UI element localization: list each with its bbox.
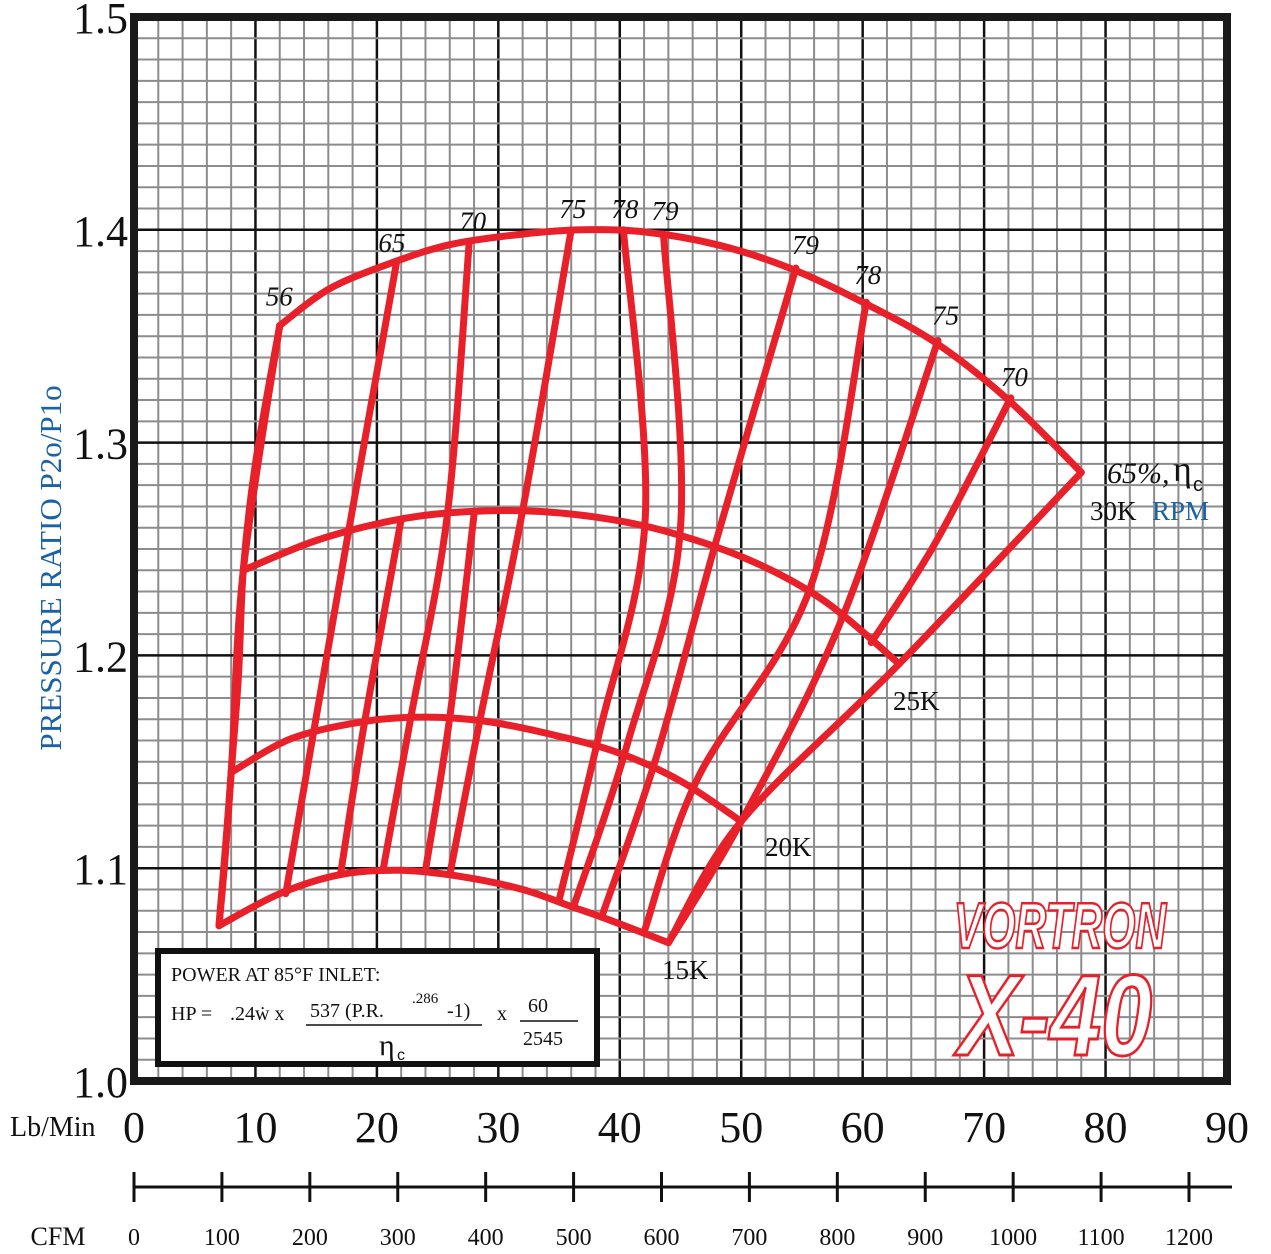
formula-exponent: .286 [412, 991, 439, 1007]
power-box-heading: POWER AT 85°F INLET: [171, 964, 380, 986]
surge-line [215, 322, 284, 930]
x-tick-label: 70 [962, 1103, 1006, 1152]
cfm-tick-label: 1200 [1165, 1225, 1213, 1251]
peak-efficiency-annotation: 65%, η c [1107, 449, 1203, 496]
x-tick-label: 60 [841, 1103, 885, 1152]
x-tick-label: 50 [719, 1103, 763, 1152]
x-tick-label: 80 [1084, 1103, 1128, 1152]
speed-label-15k: 15K [662, 955, 709, 985]
efficiency-line-5 [446, 226, 575, 879]
cfm-tick-label: 500 [556, 1225, 592, 1251]
efficiency-line-7 [570, 230, 686, 910]
y-tick-label: 1.4 [73, 207, 128, 256]
cfm-tick-label: 600 [644, 1225, 680, 1251]
vortron-x40-logo: VORTRON X-40 [952, 888, 1168, 1082]
efficiency-line-3 [379, 239, 473, 874]
x-tick-label: 0 [123, 1103, 145, 1152]
speed-line-15k [215, 866, 672, 947]
y-tick-label: 1.2 [73, 632, 128, 681]
efficiency-label-75: 75 [559, 194, 586, 224]
formula-lhs: HP = [171, 1003, 212, 1025]
speed-line-30k-rpm [276, 226, 1085, 476]
formula-term-mass-flow: .24ẇ x [230, 1003, 284, 1025]
efficiency-label-78: 78 [854, 260, 882, 290]
eta-symbol: η [1173, 449, 1192, 489]
efficiency-label-70: 70 [1001, 362, 1028, 392]
formula-frac-numerator: 60 [528, 995, 548, 1017]
efficiency-line-9 [640, 298, 870, 936]
efficiency-label-78: 78 [611, 194, 639, 224]
efficiency-label-79: 79 [792, 230, 820, 260]
chart-axes: 1.01.11.21.31.41.50 10 20 30 40 50 60 70 80 900 10… [73, 0, 1249, 1251]
y-tick-label: 1.5 [73, 0, 128, 43]
cfm-tick-label: 400 [468, 1225, 504, 1251]
cfm-tick-label: 0 [128, 1225, 140, 1251]
speed-label-20k: 20K [765, 832, 812, 862]
cfm-tick-label: 200 [292, 1225, 328, 1251]
speed-line-25k [239, 506, 903, 668]
formula-times: x [497, 1003, 507, 1025]
speed-unit-rpm: RPM [1152, 496, 1209, 526]
x-axis-label-cfm: CFM [31, 1222, 86, 1251]
chart-labels: 56 65 70 75 78 79 79 78 75 70 [266, 194, 1029, 392]
plot-grid [134, 17, 1227, 1081]
power-box-frame [155, 948, 600, 1067]
cfm-tick-label: 1000 [989, 1225, 1037, 1251]
x-axis-label-lbmin: Lb/Min [10, 1112, 96, 1143]
choke-line [664, 468, 1085, 947]
plot-frame [130, 13, 1231, 1085]
efficiency-line-1 [282, 260, 400, 898]
efficiency-label-56: 56 [266, 282, 294, 312]
formula-numerator: 537 (P.R. [310, 1000, 384, 1022]
compressor-map-curves [215, 226, 1085, 947]
x-tick-label: 20 [355, 1103, 399, 1152]
cfm-tick-label: 300 [380, 1225, 416, 1251]
logo-line-vortron: VORTRON [954, 889, 1167, 962]
formula-eta: η [379, 1029, 395, 1062]
cfm-tick-label: 1100 [1078, 1225, 1125, 1251]
speed-line-20k [227, 713, 745, 825]
y-tick-label: 1.0 [73, 1058, 128, 1107]
cfm-tick-label: 800 [819, 1225, 855, 1251]
y-tick-label: 1.1 [73, 845, 128, 894]
cfm-tick-label: 100 [204, 1225, 240, 1251]
efficiency-percent-label: 65%, [1107, 457, 1170, 490]
eta-subscript: c [1193, 474, 1203, 496]
efficiency-line-6 [555, 226, 650, 904]
logo-line-x40: X-40 [953, 952, 1152, 1080]
x-tick-label: 10 [233, 1103, 277, 1152]
efficiency-line-8 [598, 264, 800, 921]
formula-numerator-tail: -1) [447, 1000, 470, 1022]
cfm-tick-label: 900 [907, 1225, 943, 1251]
speed-label-30k: 30K [1090, 496, 1137, 526]
power-formula-box: POWER AT 85°F INLET: HP = .24ẇ x 537 (P.… [155, 948, 600, 1067]
cfm-tick-label: 700 [731, 1225, 767, 1251]
x-tick-label: 30 [476, 1103, 520, 1152]
formula-frac-denominator: 2545 [523, 1028, 563, 1050]
efficiency-line-11 [867, 394, 1015, 647]
x-tick-label: 40 [598, 1103, 642, 1152]
efficiency-line-10 [664, 337, 942, 947]
efficiency-label-70: 70 [459, 207, 487, 237]
speed-label-25k: 25K [893, 686, 940, 716]
y-tick-label: 1.3 [73, 420, 128, 469]
formula-eta-subscript: c [397, 1047, 405, 1064]
efficiency-label-79: 79 [651, 196, 679, 226]
efficiency-label-65: 65 [378, 228, 405, 258]
efficiency-label-75: 75 [932, 300, 959, 330]
y-axis-label: PRESSURE RATIO P2o/P1o [33, 385, 68, 750]
x-tick-label: 90 [1205, 1103, 1249, 1152]
